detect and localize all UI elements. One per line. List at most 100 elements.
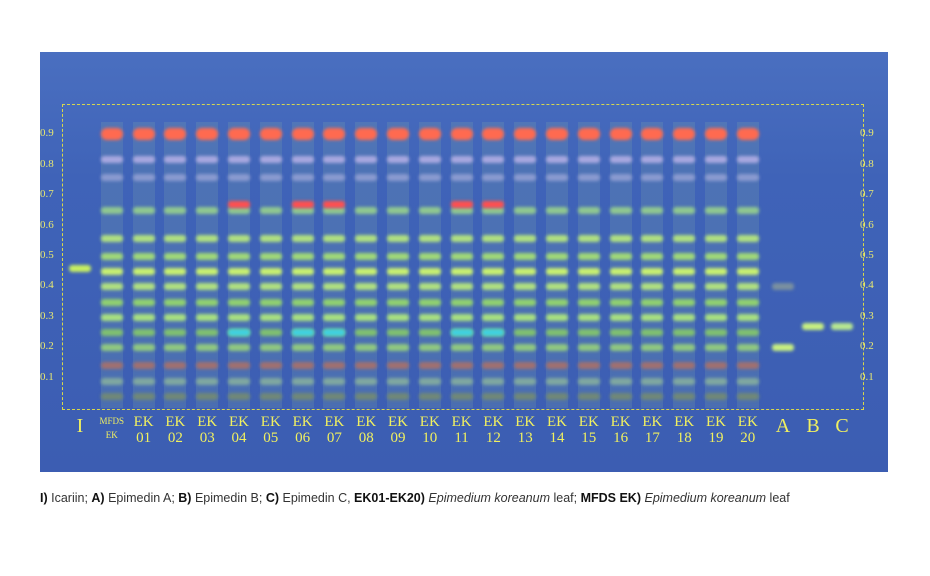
lane-label: EK 10 [415, 414, 445, 446]
spot [100, 377, 123, 385]
spot [482, 128, 505, 141]
lane-label-line: 20 [740, 430, 756, 446]
spot [577, 313, 600, 321]
lane-label-line: C [835, 415, 849, 437]
spot [291, 234, 314, 242]
rf-tick-label: 0.8 [40, 157, 54, 170]
lane-label-line: MFDS [99, 416, 125, 426]
spot [450, 313, 473, 321]
lane-label-line: EK [229, 414, 249, 430]
spot [705, 128, 727, 141]
spot [387, 362, 409, 370]
spot [228, 253, 250, 260]
spot [259, 298, 282, 306]
lane [736, 122, 759, 408]
lane-label-line: 09 [390, 430, 406, 446]
spot [259, 268, 282, 276]
spot [641, 268, 664, 276]
lane-label-line: EK [451, 414, 472, 430]
spot [355, 344, 378, 352]
lane [831, 122, 853, 408]
rf-tick-label: 0.7 [860, 188, 874, 201]
lane-label-line: EK [260, 414, 281, 430]
lane-label: A [768, 416, 798, 436]
spot [577, 392, 600, 400]
spot [100, 207, 123, 215]
spot [228, 234, 250, 242]
spot [450, 268, 473, 276]
spot [132, 344, 155, 352]
lane [100, 122, 123, 408]
spot [387, 313, 409, 321]
lane-label-line: EK [388, 414, 408, 430]
spot [577, 128, 600, 141]
spot [482, 201, 505, 209]
spot [831, 322, 853, 330]
spot [514, 298, 537, 306]
spot [772, 344, 794, 352]
caption-segment: C) [265, 491, 280, 505]
spot [577, 298, 600, 306]
spot [323, 207, 346, 215]
spot [705, 207, 727, 215]
spot [673, 362, 696, 370]
spot [291, 329, 314, 336]
spot [418, 128, 441, 141]
rf-tick-label: 0.2 [40, 340, 54, 353]
spot [387, 329, 409, 336]
spot [514, 128, 537, 141]
spot [514, 268, 537, 276]
lane [228, 122, 250, 408]
spot [259, 344, 282, 352]
caption-segment: Epimedin B; [191, 491, 266, 505]
lane [323, 122, 346, 408]
lane-label: EK 09 [383, 414, 413, 446]
spot [132, 155, 155, 163]
lane-label: EK 02 [160, 414, 190, 446]
spot [132, 392, 155, 400]
spot [450, 329, 473, 336]
spot [482, 253, 505, 260]
spot [514, 362, 537, 370]
caption-segment: Epimedium koreanum [644, 491, 767, 505]
lane-label-line: 07 [326, 430, 342, 446]
spot [323, 329, 346, 336]
spot [164, 392, 187, 400]
caption-segment: Epimedium koreanum [428, 491, 550, 505]
spot [641, 329, 664, 336]
spot [291, 283, 314, 291]
spot [482, 362, 505, 370]
spot [450, 377, 473, 385]
caption-segment: Epimedin A; [104, 491, 179, 505]
spot [387, 128, 409, 141]
spot [450, 207, 473, 215]
rf-tick-label: 0.7 [40, 188, 54, 201]
spot [673, 173, 696, 181]
spot [259, 253, 282, 260]
spot [100, 268, 123, 276]
spot [546, 377, 568, 385]
spot [705, 155, 727, 163]
spot [100, 362, 123, 370]
lane [577, 122, 600, 408]
spot [164, 128, 187, 141]
spot [132, 283, 155, 291]
spot [736, 253, 759, 260]
spot [387, 173, 409, 181]
spot [196, 268, 219, 276]
spot [418, 313, 441, 321]
spot [736, 173, 759, 181]
spot [673, 155, 696, 163]
spot [609, 298, 632, 306]
spot [164, 298, 187, 306]
spot [323, 298, 346, 306]
spot [259, 329, 282, 336]
lane-label: EK 14 [542, 414, 572, 446]
spot [609, 173, 632, 181]
lane-label-line: 03 [199, 430, 215, 446]
spot [641, 173, 664, 181]
lane-label-line: EK [105, 430, 118, 440]
spot [291, 128, 314, 141]
spot [355, 155, 378, 163]
rf-tick-label: 0.2 [860, 340, 874, 353]
